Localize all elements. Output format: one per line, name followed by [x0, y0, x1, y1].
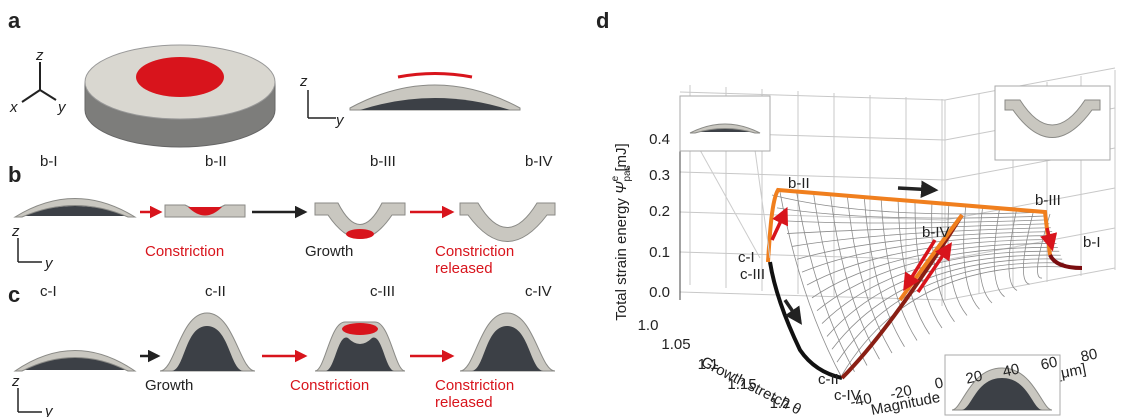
label: b [8, 162, 21, 187]
step-label: Growth [145, 377, 193, 394]
shape-ellipse [136, 57, 224, 97]
label: y [57, 99, 67, 116]
z-tick-label: 0.0 [649, 284, 670, 301]
stage-label: c-II [205, 283, 226, 300]
z-tick-label: 0.3 [649, 167, 670, 184]
shape-rect [995, 86, 1110, 160]
stage-label: c-IV [525, 283, 552, 300]
body: a z x y z y b z y c z y d Total strain e… [0, 0, 1142, 417]
mesh-line [772, 195, 1045, 214]
stage-label: b-II [205, 153, 227, 170]
path-label: b-III [1035, 192, 1061, 209]
path-label: b-IV [922, 224, 950, 241]
shape-path [460, 203, 555, 242]
label: e [610, 175, 621, 181]
mesh-line [814, 195, 867, 366]
step-label: Constriction [145, 243, 224, 260]
mesh-line [1023, 213, 1033, 285]
label: c [8, 282, 20, 307]
z-tick-label: 0.4 [649, 131, 670, 148]
shape-path [22, 90, 40, 102]
shape-path [398, 74, 472, 78]
label: d [596, 8, 609, 33]
shape-path [770, 262, 842, 378]
shape-g [18, 388, 42, 412]
label: z [11, 373, 20, 390]
shape-ellipse [346, 229, 374, 239]
d-tick-label: 40 [1001, 361, 1021, 381]
step-label: Constriction [435, 377, 514, 394]
stage-label: c-I [40, 283, 57, 300]
stage-label: b-IV [525, 153, 553, 170]
theta-tick-label: 1.15 [727, 376, 756, 393]
path-label: c-I [738, 249, 755, 266]
label: y [335, 112, 345, 129]
page: {"panel_a":{"label":"a","axes_3d":{"z":"… [0, 0, 1142, 417]
label: z [299, 73, 308, 90]
shape-ellipse [342, 323, 378, 335]
d-tick-label: 20 [964, 368, 984, 388]
theta-tick-label: 1.2 [770, 395, 791, 412]
stage-label: c-III [370, 283, 395, 300]
path-label: c-II [818, 371, 839, 388]
label: x [9, 99, 18, 116]
step-label: Growth [305, 243, 353, 260]
theta-tick-label: 1.1 [698, 356, 719, 373]
path-label: c-III [740, 266, 765, 283]
shape-path [700, 150, 760, 258]
label: Ψ [613, 181, 630, 194]
label: z [35, 47, 44, 64]
label: z [11, 223, 20, 240]
stage-label: b-III [370, 153, 396, 170]
z-tick-label: 0.2 [649, 203, 670, 220]
label: y [44, 255, 54, 272]
step-label: Constriction [435, 243, 514, 260]
shape-path [898, 188, 935, 190]
z-tick-label: 0.1 [649, 244, 670, 261]
path-label: b-I [1083, 234, 1101, 251]
step-label: Constriction [290, 377, 369, 394]
theta-tick-label: 1.0 [638, 317, 659, 334]
shape-g [18, 238, 42, 262]
shape-path [40, 90, 56, 100]
figure: a z x y z y b z y c z y d Total strain e… [0, 0, 1142, 417]
mesh-line [932, 204, 955, 321]
shape-g [22, 62, 56, 102]
label: a [8, 8, 21, 33]
label: y [44, 403, 54, 417]
label: Total strain energy [613, 198, 630, 321]
step-label: released [435, 394, 493, 411]
shape-path [1050, 255, 1082, 268]
theta-tick-label: 1.05 [661, 336, 690, 353]
mesh-line [832, 259, 1062, 349]
label: [mJ] [613, 143, 630, 171]
path-label: b-II [788, 175, 810, 192]
stage-label: b-I [40, 153, 58, 170]
d-tick-label: 80 [1079, 346, 1099, 366]
step-label: released [435, 260, 493, 277]
shape-g [308, 90, 336, 118]
mesh-line [979, 209, 992, 304]
z-axis-title: Total strain energy Ψpase [mJ] [605, 143, 633, 320]
d-tick-label: 60 [1039, 354, 1059, 374]
